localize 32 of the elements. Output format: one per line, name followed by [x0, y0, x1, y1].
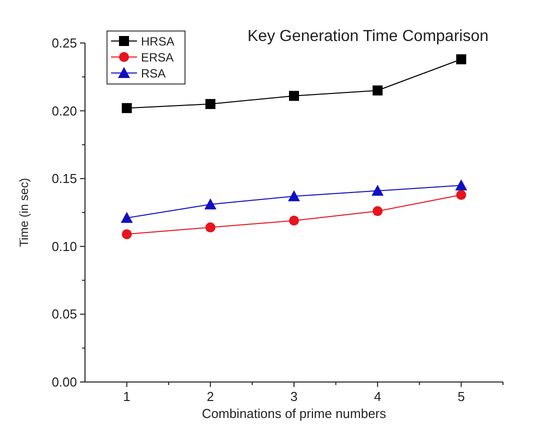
- point: [456, 54, 466, 64]
- legend-label: ERSA: [141, 50, 174, 64]
- x-tick-label: 3: [290, 389, 298, 404]
- point: [289, 216, 299, 226]
- x-tick-label: 1: [123, 389, 130, 404]
- x-tick-label: 5: [458, 389, 465, 404]
- point: [205, 99, 216, 110]
- point: [122, 103, 132, 114]
- x-tick-label: 2: [206, 389, 214, 404]
- y-tick-label: 0.05: [52, 306, 77, 322]
- chart-title: Key Generation Time Comparison: [248, 28, 488, 45]
- point: [120, 212, 133, 223]
- point: [204, 198, 216, 210]
- point: [455, 179, 468, 190]
- point: [372, 206, 383, 216]
- y-tick-label: 0.00: [52, 374, 77, 390]
- point: [456, 190, 466, 200]
- y-tick-label: 0.25: [52, 36, 77, 50]
- point: [288, 190, 300, 202]
- legend-label: RSA: [141, 66, 166, 80]
- point: [122, 229, 132, 240]
- y-tick-label: 0.20: [52, 103, 77, 118]
- point: [372, 184, 384, 196]
- x-axis-title: Combinations of prime numbers: [202, 406, 387, 421]
- y-axis-title: Time (in sec): [17, 178, 31, 247]
- legend-label: HRSA: [141, 34, 174, 48]
- y-tick-label: 0.15: [52, 171, 77, 186]
- point: [372, 85, 383, 96]
- point: [205, 222, 216, 232]
- x-tick-label: 4: [374, 389, 382, 404]
- y-tick-label: 0.10: [52, 238, 77, 254]
- point: [289, 90, 299, 101]
